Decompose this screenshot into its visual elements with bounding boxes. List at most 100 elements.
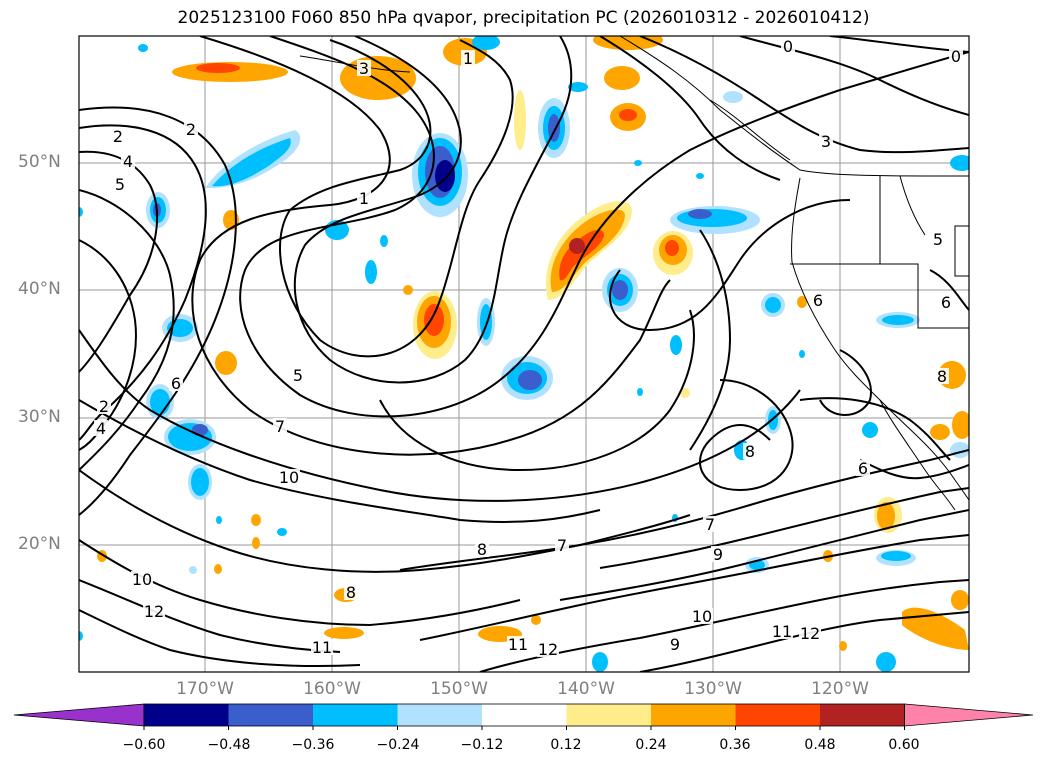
contour-label-bg	[935, 368, 949, 384]
contour-label: 5	[293, 366, 303, 385]
lat-label-20n: 20°N	[18, 534, 61, 554]
contour-label-bg	[856, 460, 870, 476]
contour-label-bg	[537, 641, 559, 657]
contour-label-bg	[311, 639, 333, 655]
contour-label: 7	[557, 536, 567, 555]
contour-label-bg	[939, 294, 953, 310]
contour-label: 1	[463, 49, 473, 68]
contour-label: 6	[171, 374, 181, 393]
contour-label: 6	[858, 459, 868, 478]
contour-label: 7	[705, 515, 715, 534]
contour-label: 8	[477, 540, 487, 559]
colorbar-segment	[820, 704, 905, 726]
contour-label-bg	[131, 571, 153, 587]
contour-label-bg	[691, 608, 713, 624]
colorbar-segment	[144, 704, 229, 726]
contour-label-bg	[357, 60, 371, 76]
contour-label-bg	[273, 418, 287, 434]
colorbar-label: 0.48	[804, 737, 836, 753]
contour-label-bg	[811, 292, 825, 308]
contour-label: 10	[279, 468, 299, 487]
contour-label-bg	[169, 375, 183, 391]
lat-label-30n: 30°N	[18, 407, 61, 427]
colorbar-segment	[651, 704, 736, 726]
colorbar-label: 0.36	[719, 737, 751, 753]
lon-label-120w: 120°W	[811, 679, 869, 699]
colorbar-segment	[313, 704, 398, 726]
precip-shading	[79, 36, 969, 672]
colorbar	[13, 703, 1034, 730]
contour-label-bg	[799, 625, 821, 641]
colorbar-extend-high	[904, 703, 1034, 727]
contour-label-bg	[668, 636, 682, 652]
contour-label: 12	[800, 624, 820, 643]
contour-label: 9	[670, 635, 680, 654]
colorbar-label: −0.36	[291, 737, 335, 753]
colorbar-segment	[228, 704, 314, 726]
contour-label-bg	[555, 537, 569, 553]
lon-label-150w: 150°W	[430, 679, 488, 699]
colorbar-segment	[482, 704, 567, 726]
contour-label-bg	[113, 176, 127, 192]
contour-label: 3	[821, 132, 831, 151]
contour-label-bg	[121, 153, 135, 169]
lat-label-50n: 50°N	[18, 152, 61, 172]
colorbar-segment	[397, 704, 483, 726]
contour-label-bg	[703, 516, 717, 532]
colorbar-label: −0.60	[122, 737, 166, 753]
colorbar-label: 0.12	[550, 737, 582, 753]
lon-label-170w: 170°W	[176, 679, 234, 699]
contour-label: 10	[692, 607, 712, 626]
contour-label-bg	[743, 443, 757, 459]
contour-label-bg	[344, 584, 358, 600]
contour-label: 5	[115, 175, 125, 194]
contour-label: 2	[186, 120, 196, 139]
contour-label: 9	[713, 545, 723, 564]
contour-label: 6	[941, 293, 951, 312]
contour-label: 12	[538, 640, 558, 659]
qvapor-contours	[79, 36, 969, 672]
contour-label-bg	[781, 38, 795, 54]
contour-label: 1	[359, 189, 369, 208]
colorbar-label: 0.60	[888, 737, 920, 753]
colorbar-label: −0.12	[460, 737, 504, 753]
lon-label-160w: 160°W	[303, 679, 361, 699]
contour-label: 11	[312, 638, 332, 657]
contour-label-bg	[278, 469, 300, 485]
contour-label: 4	[123, 152, 133, 171]
colorbar-segment	[566, 704, 652, 726]
contour-label: 12	[144, 602, 164, 621]
contour-label-bg	[111, 128, 125, 144]
contour-label: 8	[745, 442, 755, 461]
contour-label-bg	[97, 398, 111, 414]
contour-label: 5	[933, 230, 943, 249]
contour-label-bg	[507, 636, 529, 652]
lon-label-140w: 140°W	[557, 679, 615, 699]
contour-label: 8	[346, 583, 356, 602]
contour-label: 11	[508, 635, 528, 654]
contour-label: 8	[937, 367, 947, 386]
contour-label-bg	[143, 603, 165, 619]
lat-label-40n: 40°N	[18, 279, 61, 299]
contour-label: 0	[951, 47, 961, 66]
contour-label: 0	[783, 37, 793, 56]
colorbar-label: 0.24	[635, 737, 667, 753]
colorbar-frame	[143, 703, 905, 727]
contour-label-bg	[819, 133, 833, 149]
contour-label: 11	[772, 622, 792, 641]
contour-label-bg	[711, 546, 725, 562]
map-title: 2025123100 F060 850 hPa qvapor, precipit…	[177, 8, 870, 28]
contour-label-bg	[931, 231, 945, 247]
contour-label-bg	[357, 190, 371, 206]
contour-label: 3	[359, 59, 369, 78]
contour-label-bg	[771, 623, 793, 639]
contour-label-bg	[475, 541, 489, 557]
colorbar-label: −0.48	[207, 737, 251, 753]
contour-label-bg	[461, 50, 475, 66]
colorbar-label: −0.24	[376, 737, 420, 753]
contour-label: 2	[113, 127, 123, 146]
contour-label-bg	[291, 367, 305, 383]
lon-label-130w: 130°W	[684, 679, 742, 699]
colorbar-extend-low	[13, 703, 145, 727]
